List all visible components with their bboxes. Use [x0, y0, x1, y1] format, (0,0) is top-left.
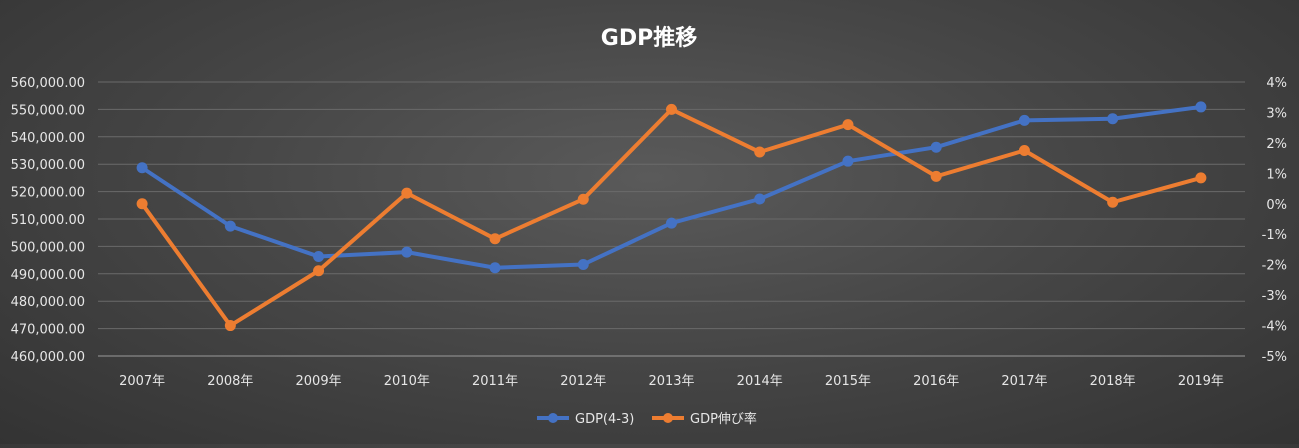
y-left-tick-label: 560,000.00 — [11, 76, 85, 91]
y-left-tick-label: 550,000.00 — [11, 103, 85, 118]
data-point — [842, 119, 854, 131]
data-point — [577, 193, 589, 205]
data-point — [1195, 101, 1207, 113]
series-line — [140, 104, 1203, 270]
x-tick-label: 2014年 — [737, 374, 783, 389]
y-axis-left: 460,000.00 470,000.00 480,000.00 490,000.00… — [11, 76, 85, 365]
data-point — [136, 198, 148, 210]
legend-label: GDP(4-3) — [575, 412, 634, 427]
series-line — [140, 107, 1203, 328]
y-left-tick-label: 480,000.00 — [11, 295, 85, 310]
data-point — [930, 170, 942, 182]
data-point — [489, 233, 501, 245]
legend-label: GDP伸び率 — [690, 411, 757, 427]
data-point — [489, 262, 501, 274]
data-point — [1018, 114, 1030, 126]
data-point — [1018, 145, 1030, 156]
data-point — [136, 162, 148, 174]
data-point — [401, 187, 413, 199]
x-tick-label: 2010年 — [384, 374, 430, 389]
y-right-tick-label: 3% — [1266, 106, 1287, 121]
x-tick-label: 2013年 — [648, 374, 694, 389]
y-left-tick-label: 470,000.00 — [11, 323, 85, 338]
data-point — [930, 141, 942, 153]
legend-swatch-marker — [663, 413, 673, 423]
x-tick-label: 2011年 — [472, 374, 518, 389]
data-point — [401, 246, 413, 258]
data-point — [1107, 113, 1119, 125]
data-point — [224, 220, 236, 232]
y-right-tick-label: -1% — [1262, 228, 1287, 243]
y-right-tick-label: -2% — [1262, 259, 1287, 274]
data-point — [577, 258, 589, 270]
y-left-tick-label: 500,000.00 — [11, 240, 85, 255]
y-right-tick-label: 1% — [1266, 167, 1287, 182]
data-point — [313, 251, 325, 263]
y-left-tick-label: 510,000.00 — [11, 213, 85, 228]
x-tick-label: 2018年 — [1090, 374, 1136, 389]
x-tick-label: 2016年 — [913, 374, 959, 389]
x-tick-label: 2019年 — [1178, 374, 1224, 389]
x-tick-label: 2008年 — [207, 374, 253, 389]
x-tick-label: 2009年 — [296, 374, 342, 389]
legend-swatch-marker — [548, 413, 558, 423]
y-left-tick-label: 490,000.00 — [11, 268, 85, 283]
y-left-tick-label: 460,000.00 — [11, 350, 85, 365]
data-point — [754, 193, 766, 205]
data-point — [224, 320, 236, 332]
x-axis: 2007年 2008年 2009年 2010年 2011年 2012年 2013年 2014年… — [119, 374, 1224, 389]
data-point — [1195, 172, 1207, 184]
y-right-tick-label: 0% — [1266, 198, 1287, 213]
x-tick-label: 2007年 — [119, 374, 165, 389]
y-left-tick-label: 540,000.00 — [11, 131, 85, 146]
data-point — [754, 146, 766, 158]
y-right-tick-label: 4% — [1266, 76, 1287, 91]
y-right-tick-label: 2% — [1266, 137, 1287, 152]
x-tick-label: 2015年 — [825, 374, 871, 389]
legend[interactable]: GDP(4-3) GDP伸び率 — [537, 411, 757, 427]
data-point — [666, 217, 677, 229]
y-left-tick-label: 530,000.00 — [11, 158, 85, 173]
series-layer — [136, 101, 1207, 332]
y-right-tick-label: -5% — [1262, 350, 1287, 365]
y-axis-right: -5% -4% -3% -2% -1% 0% 1% 2% 3% 4% — [1262, 76, 1287, 365]
data-point — [313, 265, 325, 277]
y-right-tick-label: -4% — [1262, 320, 1287, 335]
y-right-tick-label: -3% — [1262, 289, 1287, 304]
data-point — [666, 103, 677, 115]
x-tick-label: 2012年 — [560, 374, 606, 389]
data-point — [1107, 196, 1119, 208]
x-tick-label: 2017年 — [1001, 374, 1047, 389]
y-left-tick-label: 520,000.00 — [11, 186, 85, 201]
chart-title: GDP推移 — [601, 25, 697, 51]
data-point — [842, 155, 854, 167]
